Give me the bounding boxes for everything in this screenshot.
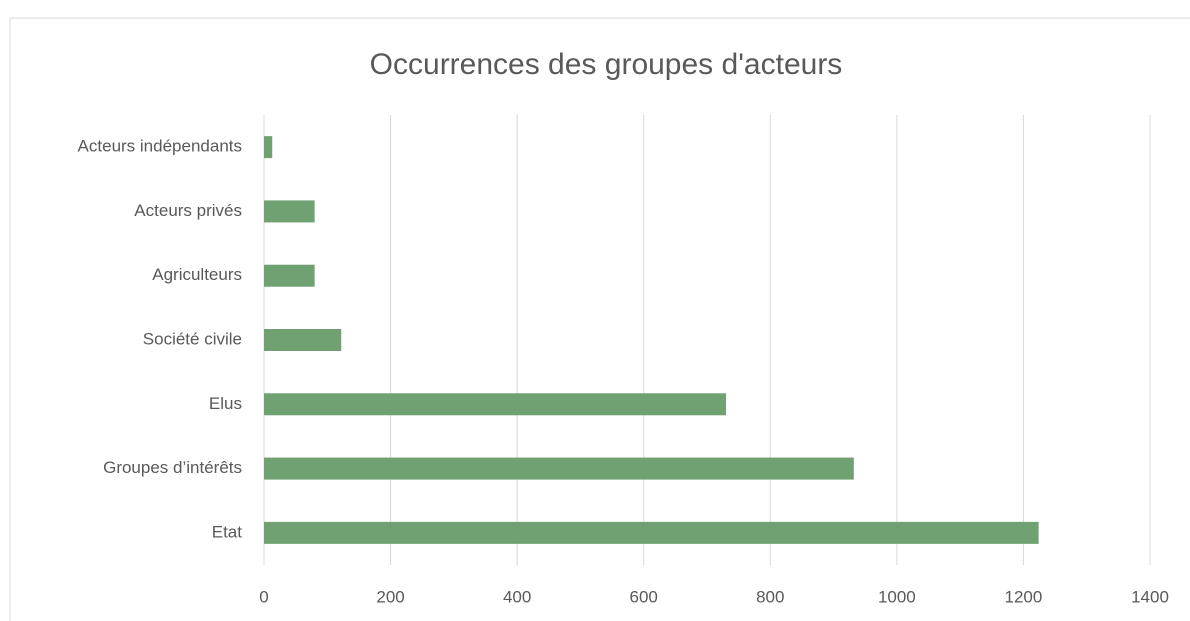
x-tick-label: 1200 — [1005, 587, 1043, 606]
y-tick-label: Groupes d’intérêts — [103, 458, 242, 477]
chart-border — [9, 17, 1190, 621]
x-tick-label: 600 — [630, 587, 658, 606]
y-tick-label: Société civile — [143, 329, 242, 348]
bar — [264, 457, 854, 480]
bar — [264, 136, 273, 159]
x-tick-label: 1000 — [878, 587, 916, 606]
bar — [264, 200, 315, 223]
bar — [264, 521, 1039, 544]
y-tick-label: Acteurs privés — [134, 201, 242, 220]
x-tick-label: 800 — [756, 587, 784, 606]
y-tick-label: Agriculteurs — [152, 265, 242, 284]
x-tick-label: 1400 — [1131, 587, 1169, 606]
bar — [264, 393, 726, 416]
y-tick-label: Etat — [212, 522, 243, 541]
y-tick-label: Acteurs indépendants — [78, 137, 242, 156]
chart-title: Occurrences des groupes d'acteurs — [370, 48, 843, 81]
bar — [264, 264, 315, 287]
x-tick-label: 200 — [376, 587, 404, 606]
x-tick-label: 400 — [503, 587, 531, 606]
y-tick-label: Elus — [209, 394, 242, 413]
x-tick-label: 0 — [259, 587, 268, 606]
bar — [264, 329, 342, 351]
